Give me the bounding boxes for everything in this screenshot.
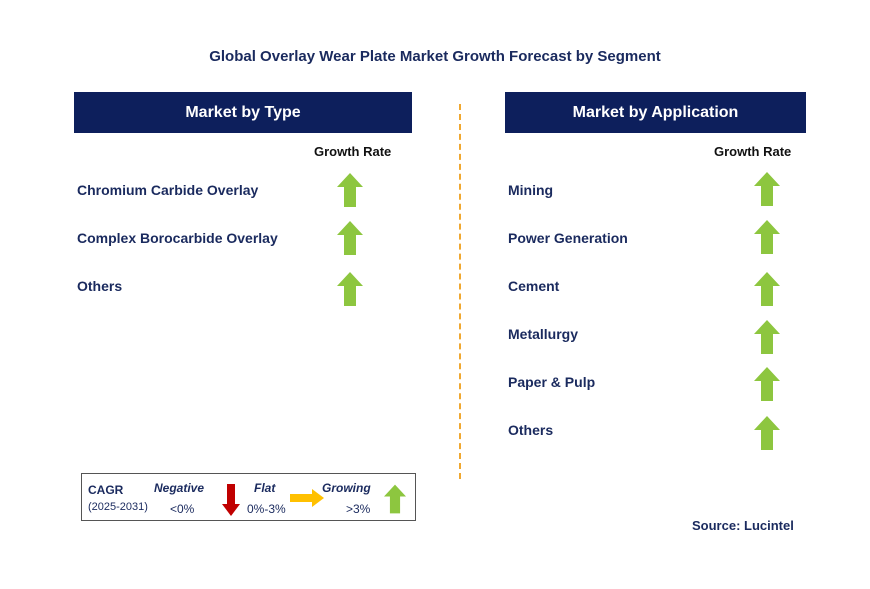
green-up-arrow-icon	[754, 416, 780, 450]
panel-divider	[459, 104, 461, 479]
source-label: Source: Lucintel	[692, 518, 794, 533]
legend-flat-range: 0%-3%	[247, 502, 286, 516]
green-up-arrow-icon	[754, 320, 780, 354]
red-down-arrow-icon	[222, 484, 240, 516]
application-item-metallurgy: Metallurgy	[508, 326, 579, 342]
application-item-paper-pulp: Paper & Pulp	[508, 374, 596, 390]
application-item-cement: Cement	[508, 278, 560, 294]
legend-negative-range: <0%	[170, 502, 195, 516]
cagr-legend: CAGR (2025-2031) Negative <0% Flat 0%-3%…	[81, 473, 416, 521]
green-up-arrow-icon	[754, 367, 780, 401]
green-up-arrow-icon	[337, 272, 363, 306]
green-up-arrow-icon	[754, 220, 780, 254]
application-growth-rate-label: Growth Rate	[714, 144, 792, 159]
application-item-mining: Mining	[508, 182, 554, 198]
legend-period: (2025-2031)	[88, 501, 148, 513]
legend-negative-label: Negative	[154, 481, 205, 495]
green-up-arrow-icon	[754, 172, 780, 206]
market-by-application-header: Market by Application	[505, 92, 806, 133]
type-item-chromium-carbide: Chromium Carbide Overlay	[77, 182, 259, 198]
green-up-arrow-icon	[337, 173, 363, 207]
legend-growing-range: >3%	[346, 502, 371, 516]
type-item-others: Others	[77, 278, 123, 294]
application-item-others: Others	[508, 422, 554, 438]
legend-cagr-label: CAGR	[88, 483, 124, 497]
yellow-right-arrow-icon	[290, 489, 324, 507]
green-up-arrow-icon	[384, 484, 406, 514]
type-item-complex-borocarbide: Complex Borocarbide Overlay	[77, 230, 278, 246]
legend-growing-label: Growing	[322, 481, 371, 495]
application-item-power-generation: Power Generation	[508, 230, 628, 246]
chart-title: Global Overlay Wear Plate Market Growth …	[209, 48, 661, 65]
market-by-type-header: Market by Type	[74, 92, 412, 133]
type-growth-rate-label: Growth Rate	[314, 144, 392, 159]
legend-flat-label: Flat	[254, 481, 276, 495]
green-up-arrow-icon	[754, 272, 780, 306]
green-up-arrow-icon	[337, 221, 363, 255]
